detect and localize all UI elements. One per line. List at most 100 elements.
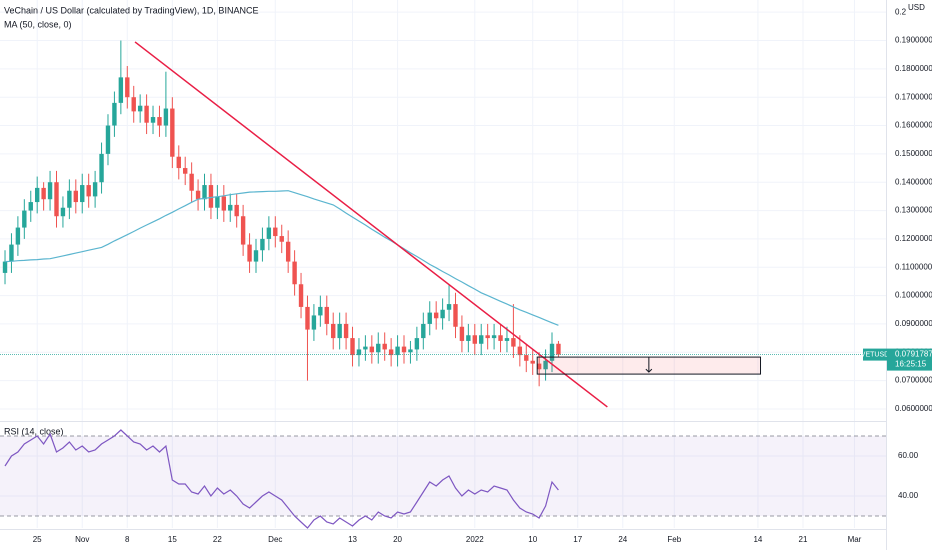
candle-body <box>433 312 439 319</box>
candle-body <box>80 185 85 203</box>
x-tick-label: 22 <box>213 535 222 544</box>
candle-body <box>331 323 336 339</box>
countdown-label: 16:25:15 <box>895 360 927 369</box>
candle-body <box>388 349 394 356</box>
x-tick-label: 15 <box>168 535 177 544</box>
x-tick-label: Mar <box>848 535 862 544</box>
candle-body <box>253 250 259 262</box>
candle-body <box>60 207 66 217</box>
candle-body <box>408 349 413 353</box>
x-tick-label: Dec <box>268 535 282 544</box>
candle-body <box>298 284 304 307</box>
x-tick-label: Nov <box>75 535 89 544</box>
currency: USD <box>908 3 925 12</box>
rsi-legend: RSI (14, close) <box>4 426 64 436</box>
candle-body <box>318 306 323 316</box>
candle-body <box>369 346 375 353</box>
candle-body <box>324 306 329 324</box>
rsi-tick-label: 60.00 <box>898 451 919 460</box>
candle-body <box>195 190 201 200</box>
candle-body <box>240 216 246 245</box>
candle-body <box>504 338 510 341</box>
candle-body <box>260 238 265 251</box>
candle-body <box>157 117 162 126</box>
rsi-line <box>4 429 559 529</box>
y-tick-label: 0.06000000 <box>895 404 932 413</box>
x-tick-label: 10 <box>528 535 537 544</box>
candle-body <box>543 360 548 370</box>
symbol-label: VETUSD <box>861 351 889 358</box>
x-tick-label: 21 <box>799 535 808 544</box>
candle-body <box>427 312 432 324</box>
candle-body <box>67 190 72 208</box>
x-tick-label: 25 <box>33 535 42 544</box>
x-tick-label: 2022 <box>466 535 484 544</box>
candle-body <box>221 196 227 211</box>
candle-body <box>9 244 14 262</box>
candle-body <box>15 227 21 245</box>
candle-body <box>247 244 252 262</box>
candle-body <box>285 241 291 262</box>
candle-body <box>376 343 381 353</box>
x-tick-label: 8 <box>125 535 130 544</box>
candle-body <box>189 173 194 191</box>
grid <box>0 0 886 528</box>
candle-body <box>524 355 529 361</box>
candle-body <box>54 182 59 217</box>
candle-body <box>459 326 465 341</box>
trend-line <box>134 41 608 408</box>
candle-body <box>163 108 169 126</box>
candle-body <box>350 338 355 356</box>
candle-body <box>273 227 278 237</box>
candle-body <box>112 102 117 126</box>
candle-body <box>530 360 535 364</box>
candle-body <box>446 304 452 310</box>
candle-body <box>137 105 143 112</box>
x-tick-label: 17 <box>573 535 582 544</box>
x-tick-label: 20 <box>393 535 402 544</box>
candle-body <box>485 335 490 339</box>
candle-body <box>144 105 149 123</box>
candle-body <box>517 346 523 356</box>
candle-body <box>150 117 156 123</box>
candle-body <box>22 210 27 228</box>
candle-body <box>414 338 420 350</box>
candle-body <box>215 196 220 208</box>
candle-body <box>47 182 53 200</box>
candle-body <box>176 156 181 169</box>
candle-body <box>343 323 349 339</box>
candle-body <box>401 346 407 353</box>
candle-body <box>498 335 503 341</box>
candle-body <box>511 338 516 347</box>
candle-body <box>183 168 188 174</box>
candle-body <box>234 204 239 217</box>
candle-body <box>266 227 272 239</box>
candle-body <box>305 306 310 330</box>
ma-line <box>4 190 559 326</box>
candle-body <box>228 204 233 211</box>
plot <box>2 40 762 408</box>
candle-body <box>118 77 124 103</box>
symbol-box <box>863 348 887 361</box>
candle-body <box>125 77 130 98</box>
candle-body <box>131 97 136 112</box>
candle-body <box>382 343 387 350</box>
candle-body <box>86 185 91 197</box>
candle-body <box>440 309 445 319</box>
candle-body <box>279 236 284 242</box>
candle-body <box>73 190 79 203</box>
candle-body <box>202 185 207 200</box>
candle-body <box>311 315 317 330</box>
candle-body <box>356 349 362 356</box>
ma-legend: MA (50, close, 0) <box>4 19 72 29</box>
